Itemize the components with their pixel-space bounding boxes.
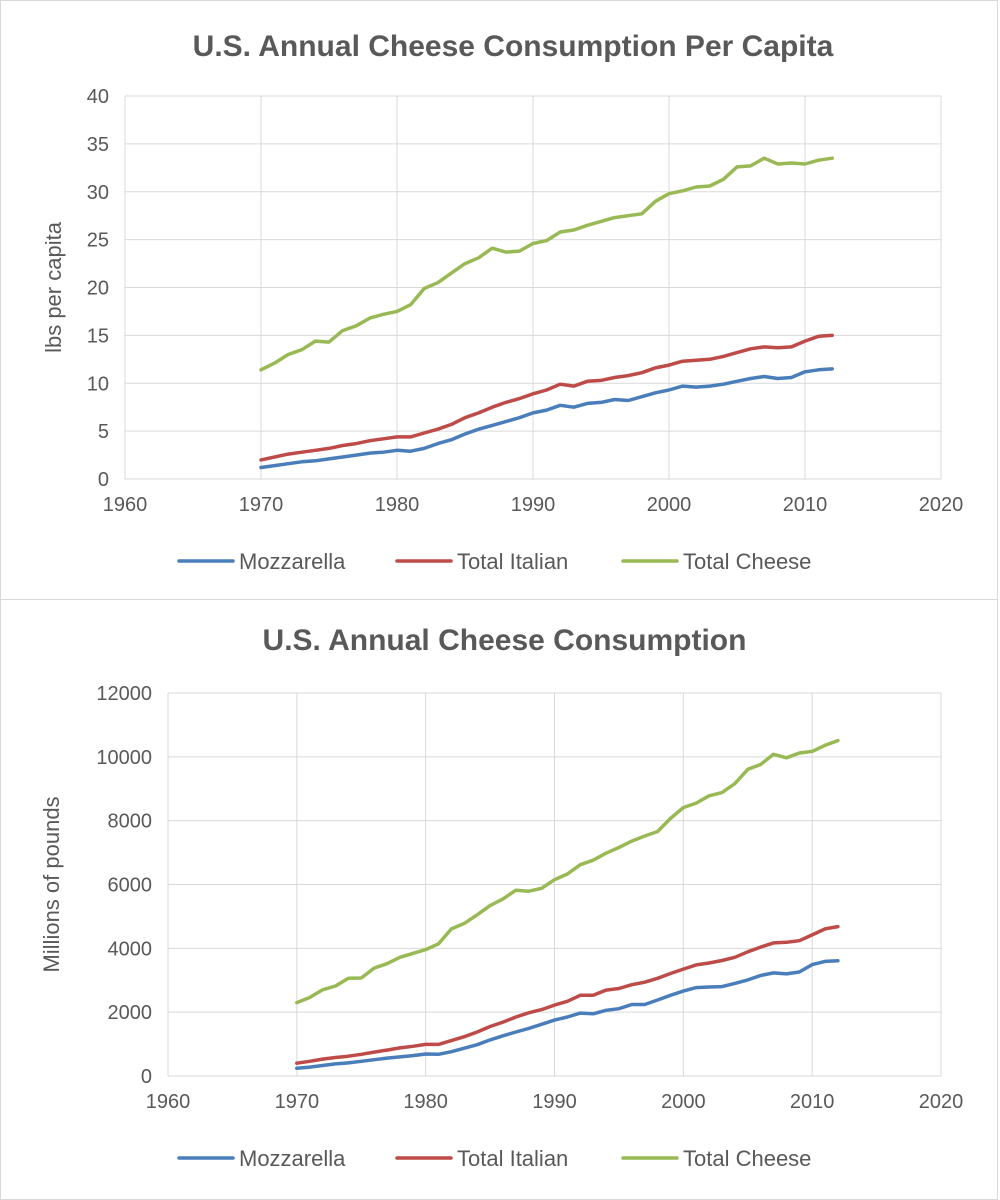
x-tick-label: 1970	[275, 1091, 320, 1113]
legend-label: Total Cheese	[683, 549, 811, 574]
y-tick-labels: 0 5 10 15 20 25 30 35 40	[87, 86, 109, 491]
x-tick-label: 1960	[103, 494, 148, 516]
chart-panel-per-capita: U.S. Annual Cheese Consumption Per Capit…	[0, 0, 998, 600]
legend-item-total-italian: Total Italian	[395, 1146, 568, 1171]
x-tick-label: 2020	[919, 1091, 964, 1113]
series-lines	[295, 738, 840, 1071]
x-tick-label: 2010	[790, 1091, 835, 1113]
chart-per-capita-svg: U.S. Annual Cheese Consumption Per Capit…	[41, 30, 964, 574]
x-tick-labels: 1960 1970 1980 1990 2000 2010 2020	[146, 1091, 964, 1113]
x-tick-label: 1990	[511, 494, 556, 516]
legend: Mozzarella Total Italian Total Cheese	[177, 1146, 811, 1171]
x-tick-label: 1980	[375, 494, 420, 516]
y-tick-label: 6000	[108, 875, 153, 897]
y-tick-label: 0	[141, 1066, 152, 1088]
y-tick-label: 12000	[96, 683, 152, 705]
chart-title: U.S. Annual Cheese Consumption Per Capit…	[193, 30, 834, 63]
gridlines	[167, 692, 942, 1077]
y-tick-label: 35	[87, 134, 109, 156]
x-tick-labels: 1960 1970 1980 1990 2000 2010 2020	[103, 494, 964, 516]
y-tick-label: 4000	[108, 938, 153, 960]
series-line-mozzarella	[259, 367, 834, 470]
y-tick-label: 5	[98, 421, 109, 443]
legend-label: Mozzarella	[239, 1146, 346, 1171]
y-tick-label: 8000	[108, 811, 153, 833]
legend-item-total-cheese: Total Cheese	[621, 1146, 811, 1171]
y-tick-label: 10	[87, 373, 109, 395]
legend-item-total-italian: Total Italian	[395, 549, 568, 574]
y-tick-label: 2000	[108, 1002, 153, 1024]
series-line-mozzarella	[295, 959, 840, 1071]
series-line-total-cheese	[259, 156, 834, 372]
x-tick-label: 1960	[146, 1091, 191, 1113]
y-tick-label: 30	[87, 182, 109, 204]
gridlines	[124, 95, 942, 480]
series-line-total-cheese	[295, 738, 840, 1005]
y-tick-label: 10000	[96, 747, 152, 769]
legend: Mozzarella Total Italian Total Cheese	[177, 549, 811, 574]
x-tick-label: 2020	[919, 494, 964, 516]
y-tick-label: 40	[87, 86, 109, 108]
chart-total-svg: U.S. Annual Cheese Consumption 0 2000 4000 6…	[39, 624, 964, 1171]
legend-label: Total Italian	[457, 549, 568, 574]
y-tick-label: 0	[98, 469, 109, 491]
y-axis-label: lbs per capita	[41, 221, 66, 353]
legend-label: Total Cheese	[683, 1146, 811, 1171]
y-tick-label: 25	[87, 230, 109, 252]
x-tick-label: 2010	[783, 494, 828, 516]
y-axis-label: Millions of pounds	[39, 796, 64, 972]
y-tick-labels: 0 2000 4000 6000 8000 10000 12000	[96, 683, 152, 1088]
x-tick-label: 1970	[239, 494, 284, 516]
y-tick-label: 20	[87, 278, 109, 300]
x-tick-label: 2000	[647, 494, 692, 516]
chart-panel-total: U.S. Annual Cheese Consumption 0 2000 4000 6…	[0, 600, 998, 1200]
series-line-total-italian	[295, 924, 840, 1065]
x-tick-label: 1990	[532, 1091, 577, 1113]
chart-title: U.S. Annual Cheese Consumption	[263, 624, 747, 657]
legend-label: Total Italian	[457, 1146, 568, 1171]
series-lines	[259, 156, 834, 470]
series-line-total-italian	[259, 333, 834, 462]
x-tick-label: 1980	[403, 1091, 448, 1113]
x-tick-label: 2000	[661, 1091, 706, 1113]
legend-label: Mozzarella	[239, 549, 346, 574]
legend-item-mozzarella: Mozzarella	[177, 549, 346, 574]
y-tick-label: 15	[87, 325, 109, 347]
legend-item-mozzarella: Mozzarella	[177, 1146, 346, 1171]
legend-item-total-cheese: Total Cheese	[621, 549, 811, 574]
